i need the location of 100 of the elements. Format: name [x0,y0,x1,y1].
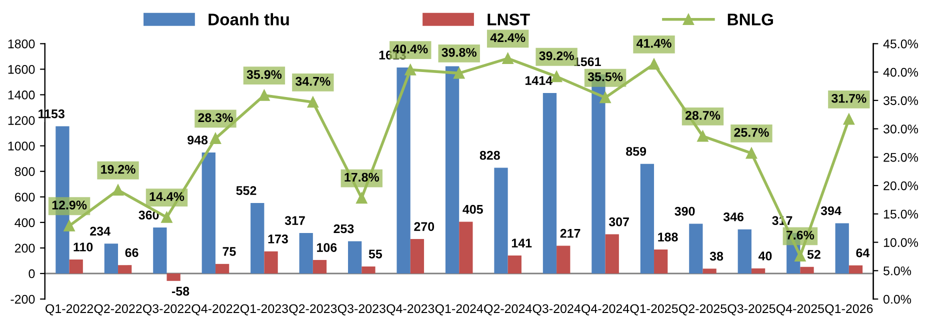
point [843,114,854,125]
bar [362,266,376,274]
data-label: 39.2% [539,51,574,60]
y-tick-label: 400 [14,218,35,228]
y2-tick-label: 25.0% [884,152,918,162]
legend-label: Doanh thu [208,13,289,26]
point [746,148,758,159]
point [502,52,514,64]
data-label: 1414 [526,76,552,85]
bar [494,168,508,274]
data-label: 188 [658,232,678,242]
x-tick-label: Q1-2024 [435,304,484,316]
data-label: 35.5% [588,72,623,82]
data-label: 19.2% [101,164,136,174]
data-label: 1561 [574,57,601,66]
y-tick-label: 1800 [8,39,35,48]
bar [153,228,167,274]
data-label: 25.7% [734,128,769,137]
point [697,130,708,142]
bar [800,266,814,274]
y-tick-label: 1600 [8,65,35,74]
y2-tick-label: 30.0% [883,124,918,134]
data-label: 405 [462,204,483,214]
y-tick-label: 1400 [8,90,35,100]
x-tick-label: Q1-2025 [630,304,678,316]
data-label: 52 [807,250,820,259]
data-label: 55 [368,250,382,258]
data-label: 7.6% [786,230,814,240]
y-tick-label: 200 [14,244,35,253]
x-tick-label: Q1-2026 [825,304,873,316]
bar [69,259,83,274]
data-label: 42.4% [490,33,526,42]
data-label: 390 [674,206,695,216]
bar [738,229,752,274]
data-label: 217 [560,228,580,238]
bar [410,239,424,274]
x-tick-label: Q2-2023 [289,304,337,316]
y2-tick-label: 0.0% [884,294,912,304]
point [210,132,222,144]
data-label: -58 [172,286,190,296]
data-label: 110 [74,242,93,252]
bar [396,68,410,274]
x-tick-label: Q2-2024 [484,304,532,316]
point [454,68,465,79]
data-label: 12.9% [52,200,87,210]
bar [689,224,703,274]
legend-label: BNLG [728,14,773,26]
bar [702,268,716,274]
x-tick-label: Q2-2025 [679,304,727,316]
data-label: 35.9% [246,70,282,79]
data-label: 173 [268,234,288,244]
point [356,192,368,204]
data-label: 234 [90,226,110,236]
data-label: 34.7% [295,76,330,86]
x-tick-label: Q2-2022 [94,304,142,316]
y2-tick-label: 35.0% [883,96,918,106]
x-tick-label: Q4-2025 [776,304,824,316]
x-tick-label: Q4-2022 [192,304,240,316]
x-tick-label: Q1-2023 [240,304,288,316]
legend-label: LNST [488,14,530,26]
y-tick-label: 600 [14,192,35,202]
x-tick-label: Q3-2025 [728,304,776,316]
data-label: 106 [317,243,337,252]
point [794,250,806,262]
point [64,220,75,232]
bar [445,66,460,274]
data-label: 64 [856,248,870,258]
bar [215,264,230,274]
point [161,212,172,223]
data-label: 41.4% [636,38,672,48]
bar [299,233,313,274]
x-tick-label: Q1-2022 [46,304,93,316]
data-label: 38 [710,252,724,261]
bar [605,234,619,274]
bar [508,256,522,274]
data-label: 859 [626,146,646,156]
bar [640,164,654,274]
y2-tick-label: 40.0% [883,68,918,77]
data-label: 14.4% [150,192,184,201]
data-label: 28.7% [685,110,720,120]
bar [104,244,118,274]
y-tick-label: 1000 [8,142,35,150]
bar [848,265,863,274]
y2-tick-label: 20.0% [884,181,918,190]
point [404,64,416,76]
data-label: 346 [723,212,744,222]
bar [166,274,180,281]
x-tick-label: Q3-2022 [143,304,190,316]
y-tick-label: 1200 [8,116,35,125]
point [551,71,562,82]
data-label: 39.8% [442,48,476,57]
bar [264,251,278,274]
bar [348,241,362,274]
y2-tick-label: 45.0% [883,39,918,48]
point [258,90,270,101]
y-tick-label: 800 [14,167,35,176]
point [112,184,124,196]
data-label: 17.8% [344,172,380,182]
data-label: 552 [236,186,256,195]
data-label: 40 [758,252,772,260]
